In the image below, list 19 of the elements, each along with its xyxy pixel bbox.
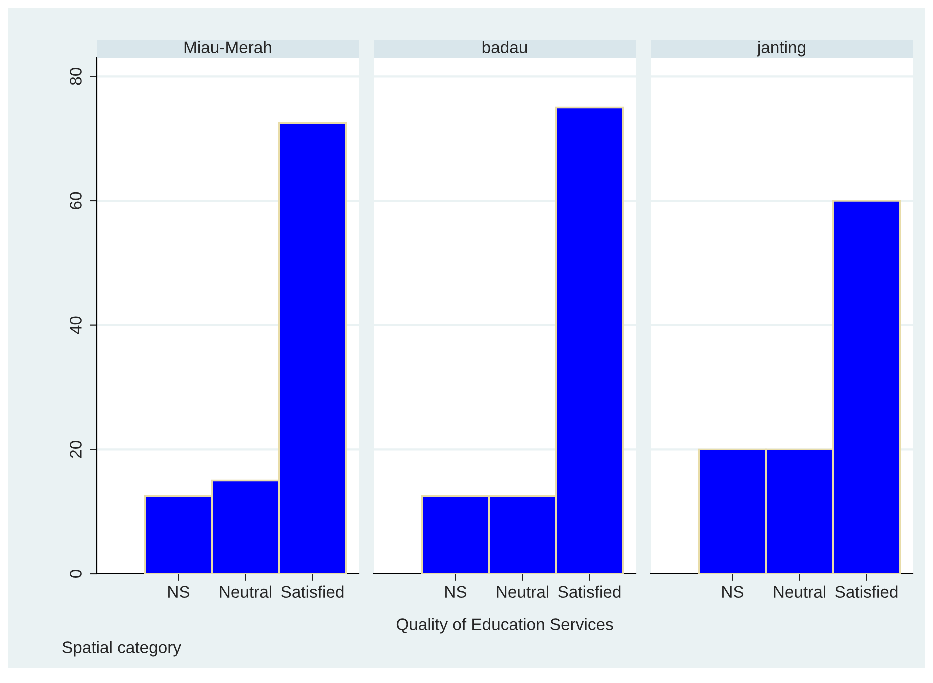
x-axis-title: Quality of Education Services [396, 618, 614, 634]
y-tick-label: 20 [70, 441, 82, 458]
y-tick-label: 60 [70, 192, 82, 210]
x-tick-label: Satisfied [558, 586, 621, 598]
y-tick-label: 40 [70, 316, 82, 334]
x-tick-label: NS [168, 586, 190, 598]
text: Spatial category [62, 641, 182, 657]
y-tick-label: 0 [70, 570, 82, 578]
x-tick-label: Satisfied [836, 586, 898, 598]
y-tick-label: 80 [70, 68, 82, 86]
chart-title: Miau-Merah [184, 41, 272, 54]
x-tick-label: Neutral [497, 586, 549, 598]
chart-title: janting [757, 41, 806, 57]
chart-title: badau [482, 41, 528, 54]
x-tick-label: NS [446, 586, 467, 598]
x-tick-label: Satisfied [282, 586, 344, 598]
x-tick-label: NS [722, 586, 744, 598]
x-tick-label: Neutral [774, 586, 826, 598]
x-tick-label: Neutral [220, 586, 272, 598]
